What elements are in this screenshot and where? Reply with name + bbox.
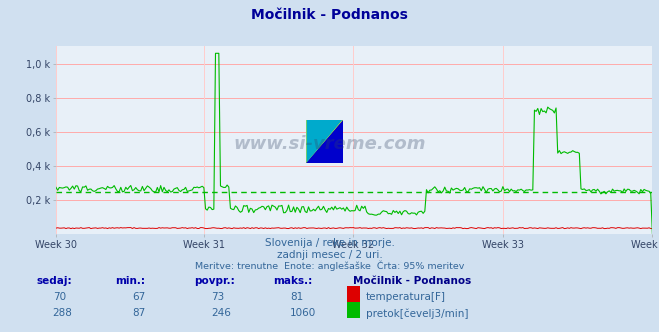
Text: zadnji mesec / 2 uri.: zadnji mesec / 2 uri. [277,250,382,260]
Text: Meritve: trenutne  Enote: anglešaške  Črta: 95% meritev: Meritve: trenutne Enote: anglešaške Črta… [195,261,464,272]
Polygon shape [306,120,343,163]
Text: 67: 67 [132,292,145,302]
Text: Močilnik - Podnanos: Močilnik - Podnanos [251,8,408,22]
Text: 73: 73 [211,292,224,302]
Text: Močilnik - Podnanos: Močilnik - Podnanos [353,276,471,286]
Text: povpr.:: povpr.: [194,276,235,286]
Text: pretok[čevelj3/min]: pretok[čevelj3/min] [366,308,469,319]
Text: temperatura[F]: temperatura[F] [366,292,445,302]
Text: 246: 246 [211,308,231,318]
Text: www.si-vreme.com: www.si-vreme.com [233,135,426,153]
Text: 288: 288 [53,308,72,318]
Text: Slovenija / reke in morje.: Slovenija / reke in morje. [264,238,395,248]
Text: 70: 70 [53,292,66,302]
Text: sedaj:: sedaj: [36,276,72,286]
Polygon shape [306,120,343,163]
Text: 87: 87 [132,308,145,318]
Text: 1060: 1060 [290,308,316,318]
Text: maks.:: maks.: [273,276,313,286]
Text: min.:: min.: [115,276,146,286]
Text: 81: 81 [290,292,303,302]
